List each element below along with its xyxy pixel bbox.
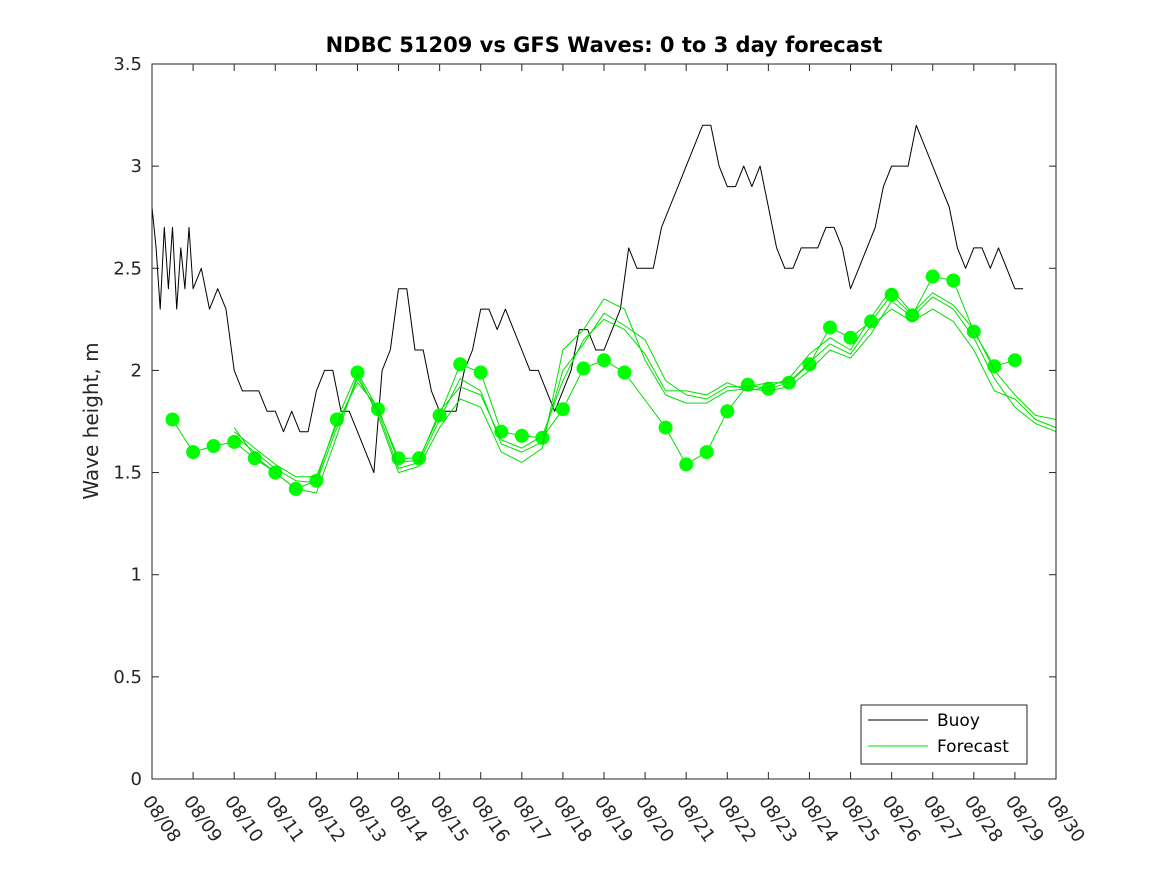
chart-title: NDBC 51209 vs GFS Waves: 0 to 3 day fore… xyxy=(326,33,883,57)
y-tick-label: 0 xyxy=(131,769,142,790)
forecast-marker xyxy=(514,428,529,443)
forecast-marker xyxy=(699,445,714,460)
plot-area xyxy=(152,64,1056,779)
forecast-marker xyxy=(186,445,201,460)
forecast-marker xyxy=(555,402,570,417)
y-tick-label: 3 xyxy=(131,156,142,177)
forecast-marker xyxy=(720,404,735,419)
forecast-marker xyxy=(350,365,365,380)
forecast-marker xyxy=(946,273,961,288)
forecast-series-line-2 xyxy=(233,308,1056,484)
legend-forecast-label: Forecast xyxy=(937,737,1009,757)
forecast-marker xyxy=(1007,353,1022,368)
forecast-marker xyxy=(247,451,262,466)
forecast-marker xyxy=(761,381,776,396)
forecast-marker xyxy=(679,457,694,472)
plot-frame xyxy=(151,63,1057,780)
forecast-marker xyxy=(843,330,858,345)
y-tick-label: 0.5 xyxy=(113,667,142,688)
forecast-marker xyxy=(925,269,940,284)
forecast-marker xyxy=(597,353,611,368)
forecast-marker xyxy=(905,308,920,323)
forecast-marker xyxy=(576,361,591,376)
legend-buoy-label: Buoy xyxy=(937,711,980,731)
forecast-marker xyxy=(823,320,837,335)
forecast-marker xyxy=(227,434,242,449)
forecast-series-line-4 xyxy=(233,288,1056,478)
y-tick-label: 2 xyxy=(131,360,142,381)
forecast-marker xyxy=(453,357,468,372)
forecast-marker xyxy=(658,420,673,435)
series-group xyxy=(152,124,1056,496)
forecast-marker xyxy=(206,439,221,453)
forecast-marker xyxy=(617,365,632,380)
forecast-marker xyxy=(473,365,488,380)
y-tick-label: 1.5 xyxy=(113,463,142,484)
legend-box xyxy=(860,704,1028,765)
forecast-marker xyxy=(165,412,180,427)
buoy-series-line xyxy=(152,124,1024,474)
legend: Buoy Forecast xyxy=(860,704,1028,765)
y-axis-label: Wave height, m xyxy=(79,342,103,499)
forecast-series-line-3 xyxy=(233,296,1056,494)
y-tick-label: 3.5 xyxy=(113,54,142,75)
forecast-marker xyxy=(864,314,879,329)
y-tick-label: 2.5 xyxy=(113,258,142,279)
y-tick-label: 1 xyxy=(131,565,142,586)
